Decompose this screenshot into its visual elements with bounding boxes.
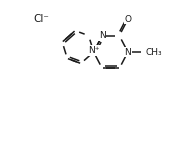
Text: CH₃: CH₃ xyxy=(146,48,162,57)
Text: O: O xyxy=(124,15,131,24)
Text: Cl⁻: Cl⁻ xyxy=(34,14,50,24)
Text: N⁺: N⁺ xyxy=(89,46,100,55)
Text: N: N xyxy=(99,31,106,40)
Text: N: N xyxy=(124,48,131,57)
